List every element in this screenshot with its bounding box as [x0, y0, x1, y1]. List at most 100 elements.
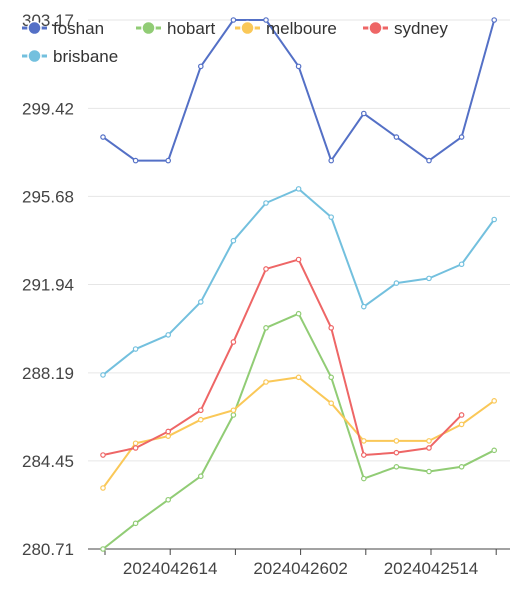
data-point[interactable]: [165, 496, 172, 503]
data-point[interactable]: [491, 447, 498, 454]
data-point[interactable]: [491, 17, 498, 23]
legend-marker-icon: [27, 48, 42, 64]
legend-item-sydney[interactable]: sydney: [363, 19, 448, 38]
data-point[interactable]: [426, 275, 432, 282]
series-line-brisbane: [102, 187, 496, 376]
data-point[interactable]: [458, 261, 465, 268]
legend-item-brisbane[interactable]: brisbane: [22, 47, 118, 66]
y-tick-label: 291.94: [22, 276, 74, 295]
data-point[interactable]: [393, 449, 400, 456]
data-point[interactable]: [295, 310, 302, 317]
series-foshan: [100, 17, 498, 164]
x-tick-label: 2024042602: [253, 559, 348, 578]
series-line-foshan: [102, 19, 496, 162]
legend-marker-icon: [240, 20, 255, 36]
data-point[interactable]: [360, 303, 367, 310]
legend-marker-icon: [368, 20, 383, 36]
data-point[interactable]: [426, 468, 432, 475]
data-point[interactable]: [491, 398, 498, 404]
legend-label: foshan: [53, 19, 104, 38]
data-point[interactable]: [230, 339, 237, 345]
data-point[interactable]: [165, 157, 172, 164]
data-point[interactable]: [132, 440, 139, 447]
data-point[interactable]: [263, 266, 269, 272]
data-point[interactable]: [100, 372, 106, 378]
series-brisbane: [100, 186, 498, 378]
y-tick-label: 284.45: [22, 452, 74, 471]
legend-item-melboure[interactable]: melboure: [235, 19, 337, 38]
legend-item-foshan[interactable]: foshan: [22, 19, 104, 38]
data-point[interactable]: [198, 63, 204, 70]
data-point[interactable]: [295, 374, 302, 381]
legend-label: hobart: [167, 19, 215, 38]
data-point[interactable]: [393, 280, 400, 286]
data-point[interactable]: [263, 325, 269, 331]
data-point[interactable]: [360, 475, 367, 482]
data-point[interactable]: [165, 428, 172, 435]
data-point[interactable]: [393, 464, 400, 470]
x-tick-label: 2024042514: [384, 559, 479, 578]
series-sydney: [100, 256, 465, 458]
data-point[interactable]: [100, 546, 106, 552]
data-point[interactable]: [263, 200, 269, 206]
data-point[interactable]: [295, 63, 302, 70]
data-point[interactable]: [295, 256, 302, 263]
data-point[interactable]: [426, 445, 432, 451]
y-tick-label: 295.68: [22, 187, 74, 206]
series-lines: [100, 17, 498, 552]
data-point[interactable]: [198, 407, 204, 414]
data-point[interactable]: [426, 157, 432, 164]
data-point[interactable]: [458, 134, 465, 140]
series-line-sydney: [102, 258, 463, 457]
y-tick-label: 299.42: [22, 99, 74, 118]
data-point[interactable]: [328, 400, 335, 407]
data-point[interactable]: [132, 346, 139, 352]
data-point[interactable]: [198, 416, 204, 423]
data-point[interactable]: [458, 412, 465, 418]
data-point[interactable]: [295, 186, 302, 192]
legend[interactable]: foshan hobart melboure sydney brisbane: [22, 19, 448, 66]
data-point[interactable]: [426, 438, 432, 444]
series-melboure: [100, 374, 498, 491]
data-point[interactable]: [458, 421, 465, 428]
data-point[interactable]: [230, 412, 237, 418]
data-point[interactable]: [491, 216, 498, 223]
data-point[interactable]: [263, 379, 269, 385]
data-point[interactable]: [198, 299, 204, 305]
data-point[interactable]: [328, 325, 335, 331]
data-point[interactable]: [360, 110, 367, 117]
data-point[interactable]: [230, 237, 237, 244]
legend-label: sydney: [394, 19, 448, 38]
grid-lines: [88, 19, 510, 462]
data-point[interactable]: [132, 445, 139, 451]
legend-marker-icon: [141, 20, 156, 36]
data-point[interactable]: [100, 452, 106, 458]
legend-label: melboure: [266, 19, 337, 38]
data-point[interactable]: [328, 374, 335, 381]
data-point[interactable]: [458, 464, 465, 470]
data-point[interactable]: [263, 17, 269, 23]
data-point[interactable]: [328, 157, 335, 164]
data-point[interactable]: [393, 134, 400, 140]
data-point[interactable]: [100, 485, 106, 491]
data-point[interactable]: [165, 332, 172, 338]
legend-item-hobart[interactable]: hobart: [136, 19, 215, 38]
data-point[interactable]: [132, 157, 139, 164]
data-point[interactable]: [393, 438, 400, 444]
x-tick-label: 2024042614: [123, 559, 218, 578]
data-point[interactable]: [198, 473, 204, 480]
data-point[interactable]: [360, 438, 367, 444]
legend-marker-icon: [27, 20, 42, 36]
data-point[interactable]: [132, 520, 139, 527]
data-point[interactable]: [230, 407, 237, 414]
axes: 280.71284.45288.19291.94295.68299.42303.…: [22, 11, 510, 578]
data-point[interactable]: [100, 134, 106, 140]
data-point[interactable]: [165, 433, 172, 439]
y-tick-label: 288.19: [22, 364, 74, 383]
series-hobart: [100, 310, 498, 552]
data-point[interactable]: [328, 214, 335, 220]
y-tick-label: 280.71: [22, 540, 74, 559]
data-point[interactable]: [230, 17, 237, 23]
data-point[interactable]: [360, 452, 367, 458]
